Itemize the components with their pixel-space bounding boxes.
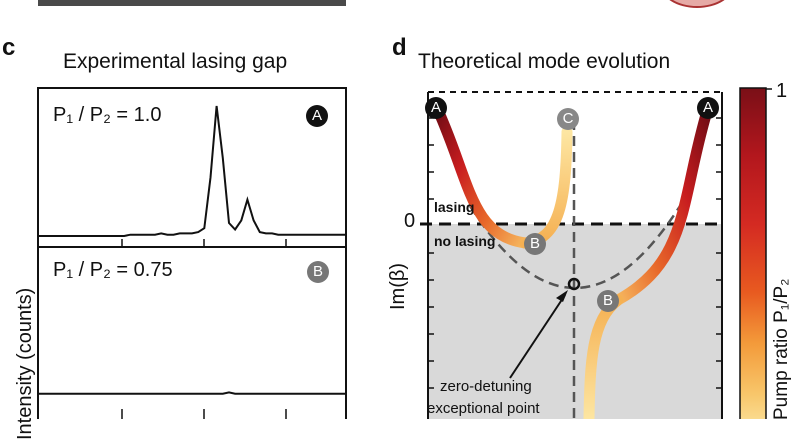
panel-d-zero-tick: 0 [404,210,416,232]
no-lasing-label: no lasing [434,233,496,249]
panel-d-title: Theoretical mode evolution [418,50,671,73]
upper-panel-fragment-bar [38,0,346,6]
spectrum-line-1 [38,105,346,237]
ep-parabola-dashed [468,205,682,290]
panel-d-right-ticks [716,117,722,389]
annotation-text-line2: exceptional point [427,400,540,417]
annotation-arrow-head [556,290,568,302]
annotation-text-line1: zero-detuning [440,378,532,395]
mode-curve-left [431,102,531,249]
panel-d-left-ticks [428,117,434,389]
lasing-label: lasing [434,199,475,215]
subplot-1-marker-A: A [306,105,328,127]
subplot-1-ratio-label: P₁ / P₂ = 1.0 [53,104,162,126]
subplot-2-ratio-label: P₁ / P₂ = 0.75 [53,259,173,281]
exceptional-point-marker [567,277,581,291]
marker-B-right: B [597,290,619,312]
subplot-2-marker-B: B [307,261,329,283]
panel-d-plot [420,87,772,419]
colorbar-rect [739,87,767,419]
annotation-arrow-line [509,294,566,379]
panel-letter-d: d [392,34,407,61]
marker-B-left: B [524,233,546,255]
colorbar-top-label: 1 [776,80,788,102]
panel-c-title: Experimental lasing gap [63,50,288,73]
colorbar-label: Pump ratio P₁/P₂ [771,278,792,420]
panel-c-ticks-2 [121,409,287,419]
marker-A-left: A [425,97,447,119]
marker-C: C [557,108,579,130]
panel-c-subplot-2-frame [37,246,347,419]
no-lasing-region [428,224,723,419]
panel-letter-c: c [2,34,16,61]
mode-curve-right [612,102,714,306]
panel-c-ticks-1 [121,239,287,247]
marker-A-right: A [697,97,719,119]
panel-c-plot [37,87,347,419]
spectrum-line-2 [38,391,346,395]
